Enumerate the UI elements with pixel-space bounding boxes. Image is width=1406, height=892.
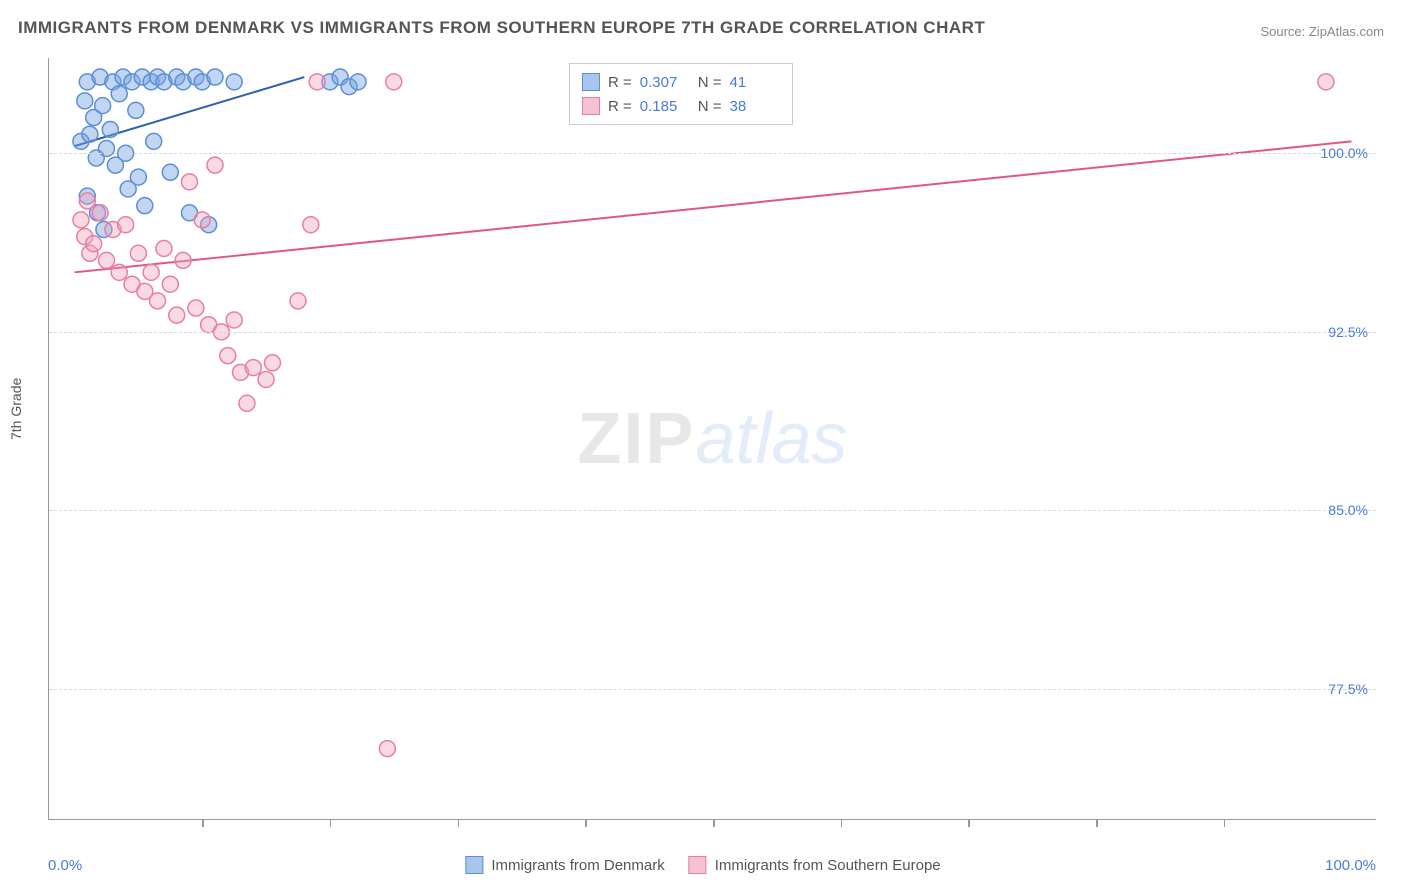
scatter-point-southern-europe	[207, 157, 223, 173]
gridline-h	[49, 689, 1376, 690]
stats-swatch-1	[582, 97, 600, 115]
scatter-point-denmark	[77, 93, 93, 109]
stats-n-label-0: N =	[698, 74, 722, 91]
scatter-point-southern-europe	[143, 264, 159, 280]
plot-area: ZIPatlas R = 0.307 N = 41 R = 0.185 N = …	[48, 58, 1376, 820]
scatter-point-denmark	[82, 126, 98, 142]
scatter-point-southern-europe	[86, 236, 102, 252]
stats-legend-row-0: R = 0.307 N = 41	[582, 70, 780, 94]
stats-legend-row-1: R = 0.185 N = 38	[582, 94, 780, 118]
scatter-point-southern-europe	[175, 252, 191, 268]
stats-n-value-0: 41	[730, 74, 780, 91]
scatter-point-southern-europe	[245, 360, 261, 376]
scatter-point-southern-europe	[220, 348, 236, 364]
bottom-swatch-0	[465, 856, 483, 874]
trend-line-southern-europe	[75, 141, 1352, 272]
chart-svg	[49, 58, 1376, 819]
scatter-point-southern-europe	[150, 293, 166, 309]
scatter-point-southern-europe	[111, 264, 127, 280]
scatter-point-denmark	[95, 98, 111, 114]
scatter-point-denmark	[111, 86, 127, 102]
scatter-point-denmark	[226, 74, 242, 90]
stats-n-label-1: N =	[698, 98, 722, 115]
bottom-legend-label-0: Immigrants from Denmark	[491, 857, 664, 874]
x-axis-max-label: 100.0%	[1325, 857, 1376, 874]
stats-swatch-0	[582, 73, 600, 91]
y-tick-label: 92.5%	[1328, 324, 1368, 340]
scatter-point-denmark	[207, 69, 223, 85]
scatter-point-denmark	[162, 164, 178, 180]
scatter-point-southern-europe	[239, 395, 255, 411]
scatter-point-denmark	[128, 102, 144, 118]
stats-n-value-1: 38	[730, 98, 780, 115]
scatter-point-southern-europe	[118, 217, 134, 233]
scatter-point-southern-europe	[130, 245, 146, 261]
x-tick	[458, 819, 460, 827]
x-axis-min-label: 0.0%	[48, 857, 82, 874]
scatter-point-denmark	[137, 198, 153, 214]
stats-r-value-1: 0.185	[640, 98, 690, 115]
stats-legend: R = 0.307 N = 41 R = 0.185 N = 38	[569, 63, 793, 125]
y-tick-label: 100.0%	[1321, 145, 1368, 161]
scatter-point-southern-europe	[303, 217, 319, 233]
gridline-h	[49, 153, 1376, 154]
source-attribution: Source: ZipAtlas.com	[1260, 24, 1384, 39]
bottom-swatch-1	[689, 856, 707, 874]
gridline-h	[49, 510, 1376, 511]
x-tick	[713, 819, 715, 827]
x-tick	[585, 819, 587, 827]
scatter-point-denmark	[102, 121, 118, 137]
scatter-point-southern-europe	[73, 212, 89, 228]
scatter-point-southern-europe	[162, 276, 178, 292]
scatter-point-denmark	[146, 133, 162, 149]
bottom-legend: Immigrants from Denmark Immigrants from …	[465, 856, 940, 874]
bottom-legend-label-1: Immigrants from Southern Europe	[715, 857, 941, 874]
x-tick	[202, 819, 204, 827]
scatter-point-southern-europe	[181, 174, 197, 190]
scatter-point-southern-europe	[386, 74, 402, 90]
scatter-point-southern-europe	[290, 293, 306, 309]
chart-title: IMMIGRANTS FROM DENMARK VS IMMIGRANTS FR…	[18, 18, 985, 38]
scatter-point-southern-europe	[1318, 74, 1334, 90]
scatter-point-southern-europe	[226, 312, 242, 328]
scatter-point-southern-europe	[92, 205, 108, 221]
x-tick	[968, 819, 970, 827]
stats-r-label-1: R =	[608, 98, 632, 115]
scatter-point-southern-europe	[188, 300, 204, 316]
x-tick	[1224, 819, 1226, 827]
gridline-h	[49, 332, 1376, 333]
x-tick	[841, 819, 843, 827]
scatter-point-southern-europe	[264, 355, 280, 371]
scatter-point-denmark	[350, 74, 366, 90]
y-tick-label: 85.0%	[1328, 502, 1368, 518]
x-tick	[330, 819, 332, 827]
scatter-point-southern-europe	[258, 371, 274, 387]
scatter-point-southern-europe	[79, 193, 95, 209]
scatter-point-southern-europe	[379, 741, 395, 757]
scatter-point-southern-europe	[156, 241, 172, 257]
scatter-point-southern-europe	[194, 212, 210, 228]
x-tick	[1096, 819, 1098, 827]
scatter-point-southern-europe	[309, 74, 325, 90]
y-tick-label: 77.5%	[1328, 681, 1368, 697]
stats-r-value-0: 0.307	[640, 74, 690, 91]
scatter-point-southern-europe	[169, 307, 185, 323]
bottom-legend-item-1: Immigrants from Southern Europe	[689, 856, 941, 874]
y-axis-title: 7th Grade	[8, 378, 24, 440]
stats-r-label-0: R =	[608, 74, 632, 91]
scatter-point-southern-europe	[98, 252, 114, 268]
bottom-legend-item-0: Immigrants from Denmark	[465, 856, 664, 874]
scatter-point-denmark	[130, 169, 146, 185]
